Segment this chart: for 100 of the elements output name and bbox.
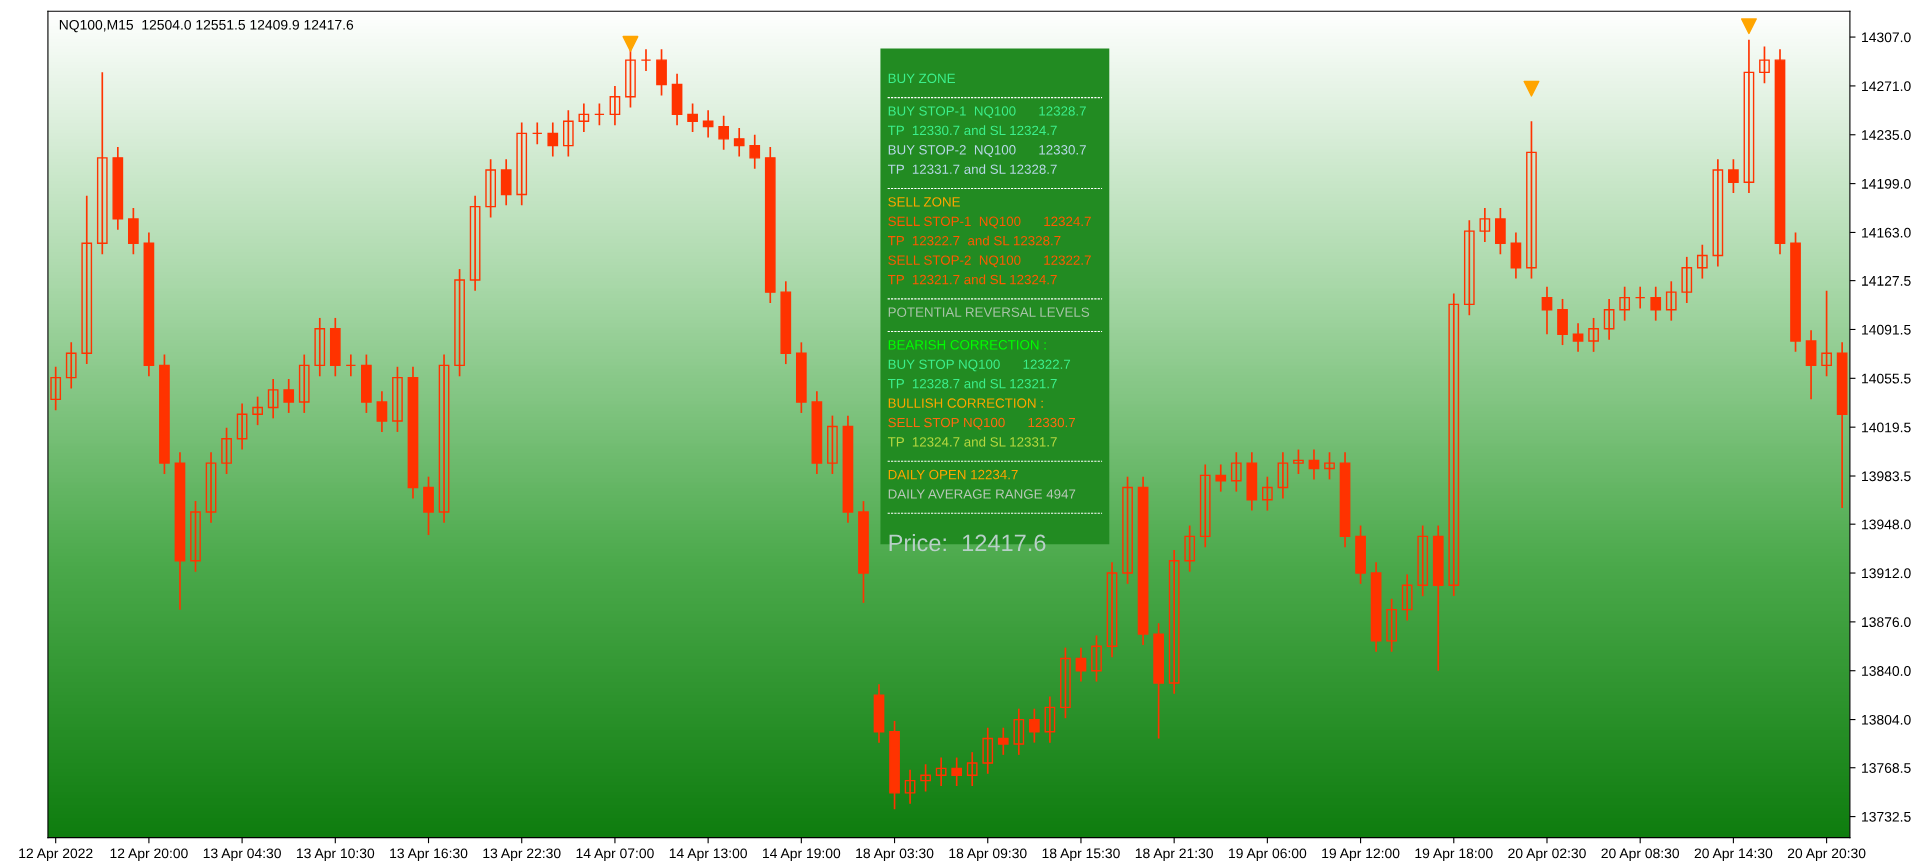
candlestick: [687, 102, 698, 133]
candlestick: [65, 341, 77, 390]
candlestick: [982, 726, 994, 775]
candlestick: [1448, 292, 1460, 597]
y-tick-label: 13804.0: [1862, 714, 1911, 725]
candlestick: [516, 121, 528, 207]
y-tick-label: 13912.0: [1862, 568, 1911, 579]
x-tick-label: 13 Apr 10:30: [296, 848, 375, 861]
y-tick-label: 13948.0: [1862, 519, 1911, 530]
candlestick: [1044, 695, 1056, 744]
y-tick-label: 14019.5: [1862, 422, 1911, 433]
point: [622, 35, 639, 52]
candlestick: [283, 378, 295, 414]
candlestick: [96, 71, 108, 255]
annotation: TP 12328.7 and SL 12321.7: [887, 378, 1057, 389]
x-tick-label: 20 Apr 14:30: [1694, 848, 1773, 861]
candlestick: [221, 427, 232, 475]
candlestick: [1013, 707, 1025, 756]
candlestick: [1122, 475, 1133, 585]
candlestick: [733, 127, 745, 158]
candlestick: [267, 378, 279, 420]
annotation: SELL STOP NQ100 12330.7: [888, 417, 1076, 430]
candlestick: [1184, 524, 1196, 573]
x-tick-label: 14 Apr 19:00: [763, 848, 841, 861]
candlestick: [1463, 219, 1475, 317]
annotation: BEARISH CORRECTION :: [888, 340, 1046, 350]
annotation: DAILY OPEN 12234.7: [888, 469, 1018, 480]
annotation: SELL ZONE: [888, 197, 960, 207]
x-tick-label: 20 Apr 08:30: [1601, 848, 1680, 861]
candlestick: [1028, 707, 1040, 744]
y-tick-label: 13983.5: [1862, 471, 1911, 482]
candlestick: [1650, 285, 1662, 322]
annotation: TP 12322.7 and SL 12328.7: [887, 235, 1061, 246]
candlestick: [920, 763, 931, 793]
candlestick: [50, 365, 62, 412]
y-tick-label: 14235.0: [1862, 130, 1911, 140]
candlestick: [1526, 120, 1537, 280]
candlestick: [702, 109, 714, 139]
candlestick: [1541, 285, 1553, 336]
candlestick: [1199, 463, 1211, 549]
y-tick-label: 14307.0: [1862, 32, 1911, 43]
x-tick-label: 14 Apr 07:00: [576, 848, 654, 861]
annotation: TP 12324.7 and SL 12331.7: [887, 436, 1057, 447]
y-tick-label: 14055.5: [1862, 373, 1911, 384]
candlestick: [392, 365, 403, 433]
candlestick: [252, 395, 263, 426]
annotation: BUY STOP-1 NQ100 12328.7: [888, 106, 1086, 119]
x-tick-label: 18 Apr 21:30: [1135, 848, 1214, 861]
point: [1740, 18, 1757, 35]
candlestick: [1417, 524, 1429, 597]
annotation: BUY STOP-2 NQ100 12330.7: [888, 145, 1086, 157]
y-tick-label: 14199.0: [1862, 178, 1911, 189]
candlestick: [345, 353, 357, 378]
candlestick: [454, 268, 465, 378]
candlestick: [1230, 451, 1242, 493]
candlestick: [205, 451, 217, 524]
annotation: POTENTIAL REVERSAL LEVELS: [888, 307, 1090, 317]
candlestick: [578, 102, 590, 133]
annotation: Price: 12417.6: [889, 533, 1046, 552]
candlestick: [1168, 549, 1180, 695]
y-tick-label: 14271.0: [1862, 81, 1911, 92]
candlestick: [562, 109, 574, 158]
point: [1523, 80, 1540, 97]
annotation: SELL STOP-1 NQ100 12324.7: [888, 216, 1091, 229]
annotation: TP 12331.7 and SL 12328.7: [887, 164, 1057, 174]
x-tick-label: 19 Apr 12:00: [1322, 848, 1400, 861]
x-tick-label: 20 Apr 20:30: [1787, 848, 1866, 861]
annotation: BUY STOP NQ100 12322.7: [888, 359, 1071, 372]
x-tick-label: 13 Apr 04:30: [203, 848, 281, 861]
x-tick-label: 19 Apr 06:00: [1229, 848, 1307, 861]
candlestick: [376, 390, 388, 433]
candlestick: [609, 85, 621, 127]
candlestick: [1634, 285, 1646, 310]
candlestick: [1619, 285, 1631, 322]
x-tick-label: 19 Apr 18:00: [1415, 848, 1493, 861]
y-tick-label: 13840.0: [1862, 666, 1911, 676]
y-tick-label: 14163.0: [1862, 227, 1911, 238]
x-tick-label: 12 Apr 20:00: [110, 848, 188, 861]
candlestick: [1060, 646, 1071, 720]
candlestick: [1572, 322, 1584, 353]
candlestick: [1277, 451, 1289, 500]
candlestick: [997, 726, 1009, 756]
candlestick: [1696, 243, 1708, 280]
candlestick: [1091, 634, 1102, 683]
candlestick: [1262, 475, 1273, 512]
candlestick: [951, 756, 963, 787]
candlestick: [1401, 573, 1413, 622]
x-tick-label: 18 Apr 15:30: [1042, 848, 1120, 861]
candlestick: [1743, 38, 1755, 194]
candlestick: [298, 353, 310, 414]
x-tick-label: 18 Apr 09:30: [949, 848, 1027, 861]
y-tick-label: 13768.5: [1862, 763, 1911, 773]
annotation: BULLISH CORRECTION :: [888, 398, 1043, 408]
x-tick-label: 20 Apr 02:30: [1508, 848, 1586, 861]
candlestick: [640, 48, 652, 72]
candlestick: [1728, 158, 1739, 194]
y-tick-label: 14127.5: [1862, 275, 1911, 286]
annotation: TP 12321.7 and SL 12324.7: [887, 274, 1057, 285]
x-tick-label: 18 Apr 03:30: [856, 848, 934, 861]
candlestick: [314, 317, 326, 378]
